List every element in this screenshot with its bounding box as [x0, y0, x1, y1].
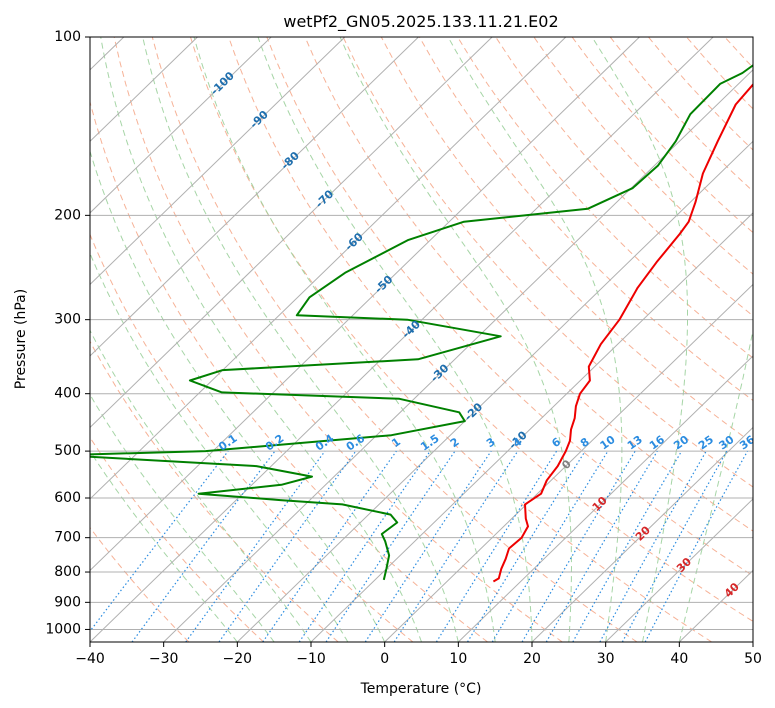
plot-frame: [89, 36, 754, 643]
dry-adiabats: [90, 37, 753, 642]
x-tick-label: −40: [75, 651, 105, 667]
skewed-isotherms: [90, 37, 753, 642]
plot-area: -100-90-80-70-60-50-40-30-20-10010203040…: [90, 37, 753, 642]
isotherm-line: [310, 212, 753, 642]
isotherm-line: [163, 69, 753, 642]
isotherm-line: [236, 140, 753, 642]
moist-adiabat-line: [678, 328, 753, 642]
y-tick-label: 800: [54, 564, 81, 580]
isotherm-line: [90, 37, 493, 429]
y-tick-label: 700: [54, 530, 81, 546]
dry-adiabat-line: [495, 37, 753, 317]
x-axis-label: Temperature (°C): [360, 681, 482, 697]
y-axis-ticks: 100 200 300 400 500 600 700 800 900 1000: [45, 29, 90, 637]
dry-adiabat-line: [190, 37, 712, 642]
mixing-ratio-line: [572, 450, 683, 642]
y-tick-label: 600: [54, 490, 81, 506]
isotherm-line: [90, 37, 567, 500]
mixing-ratio-line: [491, 450, 609, 642]
mixing-ratio-line: [621, 450, 728, 642]
moist-adiabat-line: [90, 450, 238, 642]
isotherm-line: [531, 426, 753, 642]
moist-adiabat-line: [90, 149, 386, 642]
x-tick-label: 30: [597, 651, 615, 667]
isotherm-line: [90, 37, 272, 214]
moist-adiabat-line: [447, 37, 623, 642]
mixing-ratio-line: [393, 450, 519, 642]
moist-adiabat-line: [100, 37, 422, 642]
pressure-gridlines: [90, 37, 753, 630]
x-tick-label: 20: [523, 651, 541, 667]
dry-adiabat-line: [266, 37, 753, 577]
dry-adiabat-line: [113, 37, 563, 642]
dry-adiabat-line: [304, 37, 753, 532]
mixing-ratio-line: [599, 450, 707, 642]
y-tick-label: 100: [54, 29, 81, 45]
x-tick-label: −30: [149, 651, 179, 667]
mixing-ratio-line: [298, 450, 431, 642]
mixing-ratio-line: [262, 450, 397, 642]
x-tick-label: 0: [380, 651, 389, 667]
mixing-ratio-line: [466, 450, 586, 642]
isotherm-line: [90, 37, 714, 642]
chart-title: wetPf2_GN05.2025.133.11.21.E02: [283, 12, 558, 32]
moist-adiabat-line: [257, 37, 533, 642]
y-tick-label: 900: [54, 594, 81, 610]
isotherm-line: [384, 283, 753, 642]
x-tick-label: 40: [670, 651, 688, 667]
mixing-ratio-line: [131, 450, 276, 642]
moist-adiabat-line: [339, 37, 572, 642]
mixing-ratio-line: [364, 450, 492, 642]
isotherm-line: [605, 498, 753, 642]
mixing-ratio-lines: [90, 450, 749, 642]
dry-adiabat-line: [228, 37, 753, 622]
dry-adiabat-line: [90, 340, 339, 642]
y-axis-label: Pressure (hPa): [13, 289, 29, 389]
isotherm-line: [90, 37, 640, 572]
x-tick-label: 50: [744, 651, 762, 667]
isotherm-line: [90, 37, 346, 286]
x-axis-ticks: −40 −30 −20 −10 0 10 20 30 40 50: [75, 642, 762, 667]
y-tick-label: 300: [54, 312, 81, 328]
mixing-ratio-line: [325, 450, 456, 642]
y-tick-label: 1000: [45, 621, 81, 637]
dewpoint-profile-line: [90, 64, 753, 581]
mixing-ratio-line: [218, 450, 357, 642]
moist-adiabat-line: [193, 37, 496, 642]
moist-adiabat-line: [142, 37, 459, 642]
isotherm-line: [90, 37, 198, 143]
isotherm-line: [457, 355, 753, 642]
mixing-ratio-line: [185, 450, 326, 642]
sounding-series: [90, 64, 753, 583]
temperature-profile-line: [492, 83, 753, 583]
y-tick-label: 500: [54, 443, 81, 459]
isotherm-line: [90, 37, 419, 357]
dry-adiabat-line: [151, 37, 638, 642]
y-tick-label: 400: [54, 386, 81, 402]
moist-adiabat-line: [90, 393, 275, 642]
x-tick-label: −20: [223, 651, 253, 667]
moist-adiabat-line: [90, 252, 349, 642]
y-tick-label: 200: [54, 207, 81, 223]
x-tick-label: 10: [449, 651, 467, 667]
mixing-ratio-line: [644, 450, 749, 642]
dry-adiabat-line: [90, 99, 488, 642]
moist-adiabat-line: [591, 37, 688, 642]
dry-adiabat-line: [90, 436, 264, 642]
x-tick-label: −10: [296, 651, 326, 667]
